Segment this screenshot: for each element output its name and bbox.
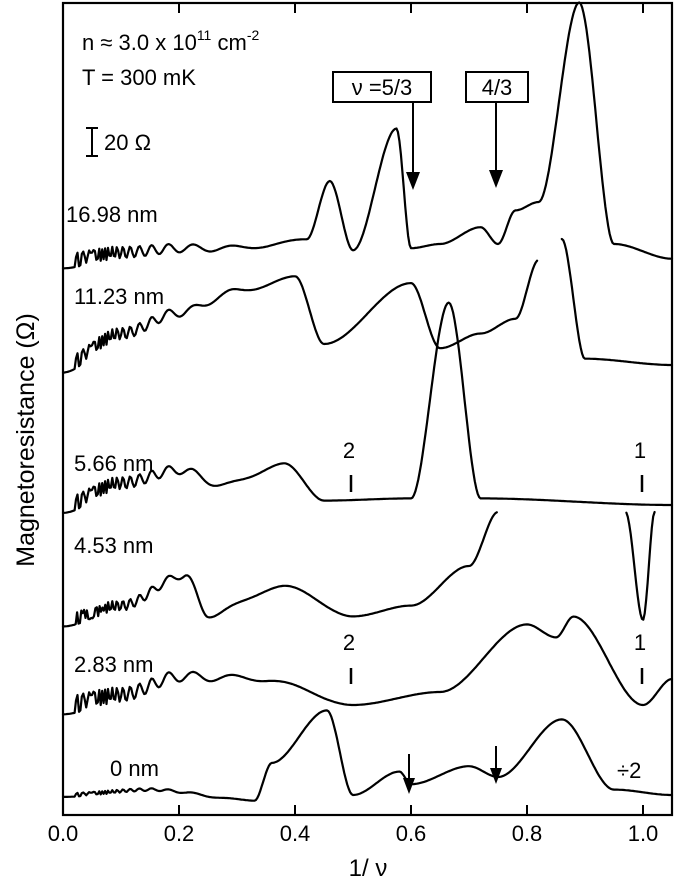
nu-4-3-label: 4/3 <box>482 75 513 100</box>
nu-1-label-upper: 1 <box>634 438 646 463</box>
nu-2-label-upper: 2 <box>343 438 355 463</box>
nu-5-3-arrow <box>406 102 420 190</box>
series-label-5-66: 5.66 nm <box>74 451 154 476</box>
nu-4-3-box <box>465 71 529 103</box>
x-tick-label: 0.2 <box>164 821 195 846</box>
series-line-16-98-nm <box>61 1 674 270</box>
nu-4-3-arrow <box>489 102 503 188</box>
scale-bar <box>86 127 98 157</box>
series-line-0-nm <box>61 709 674 802</box>
divide-by-two-label: ÷2 <box>617 758 641 783</box>
nu-1-label-lower: 1 <box>634 630 646 655</box>
series-line-4-53-nm <box>61 510 656 628</box>
scale-bar-label: 20 Ω <box>104 130 151 155</box>
x-tick-label: 0.8 <box>512 821 543 846</box>
plot-frame <box>61 1 674 817</box>
series-line-2-83-nm <box>61 615 674 716</box>
nu-2-label-lower: 2 <box>343 630 355 655</box>
x-tick-label: 0.0 <box>48 821 79 846</box>
series-label-16-98: 16.98 nm <box>66 202 158 227</box>
x-tick-label: 0.4 <box>280 821 311 846</box>
series-label-2-83: 2.83 nm <box>74 652 154 677</box>
zero-nm-arrow-left <box>403 754 415 794</box>
series-line-5-66-nm <box>61 301 674 514</box>
y-axis-label: Magnetoresistance (Ω) <box>12 313 40 567</box>
nu-5-3-box <box>332 71 432 103</box>
x-axis-label: 1/ ν <box>349 855 388 882</box>
x-tick-label: 0.6 <box>396 821 427 846</box>
series-label-11-23: 11.23 nm <box>74 284 164 309</box>
nu-5-3-label: ν =5/3 <box>352 75 413 100</box>
density-annotation: n ≈ 3.0 x 1011 cm-2 <box>82 27 259 55</box>
traces <box>61 1 674 802</box>
series-label-0: 0 nm <box>110 756 159 781</box>
x-tick-label: 1.0 <box>628 821 659 846</box>
zero-nm-arrow-right <box>490 746 502 784</box>
temperature-annotation: T = 300 mK <box>82 65 196 90</box>
x-axis-ticks: 0.0 0.2 0.4 0.6 0.8 1.0 <box>48 3 659 846</box>
series-label-4-53: 4.53 nm <box>74 533 154 558</box>
